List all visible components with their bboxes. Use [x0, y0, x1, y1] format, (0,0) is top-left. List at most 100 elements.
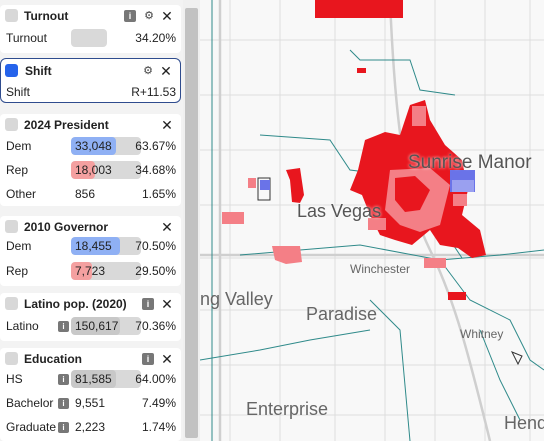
vote-pct: 63.67% [135, 139, 176, 153]
gear-icon[interactable]: ⚙ [144, 10, 154, 22]
precinct-lean-rep [453, 194, 467, 206]
president-2024-card: 2024 President ✕ Dem 33,048 63.67% Rep 1… [0, 114, 181, 206]
education-checkbox[interactable] [5, 352, 18, 365]
map-view[interactable]: Sunrise Manor Las Vegas Winchester ng Va… [200, 0, 544, 441]
info-icon[interactable]: i [58, 374, 69, 385]
turnout-value: 34.20% [135, 31, 176, 45]
vote-bar-fill [71, 262, 92, 280]
edu-bar-fill [71, 370, 116, 388]
map-label-las-vegas: Las Vegas [297, 201, 382, 221]
row-label: Dem [6, 239, 32, 253]
shift-label: Shift [6, 85, 31, 99]
vote-bar-fill [71, 237, 121, 255]
precinct-lean-rep [272, 246, 302, 264]
info-icon[interactable]: i [58, 422, 69, 433]
result-row: Graduate i 2,223 1.74% [0, 417, 181, 437]
map-canvas[interactable] [200, 0, 544, 441]
edu-pct: 1.74% [141, 420, 176, 434]
result-row: Rep 7,723 29.50% [0, 261, 181, 281]
close-icon[interactable]: ✕ [161, 117, 173, 133]
scrollbar-thumb[interactable] [185, 8, 198, 438]
latino-pop-card: Latino pop. (2020) i ✕ Latino i 150,617 … [0, 293, 181, 341]
row-label: Other [6, 187, 37, 201]
map-label-enterprise: Enterprise [246, 399, 329, 419]
map-label-sunrise-manor: Sunrise Manor [408, 152, 532, 173]
precinct-dem [260, 180, 270, 190]
latino-title: Latino pop. (2020) [24, 297, 127, 311]
president-checkbox[interactable] [5, 118, 18, 131]
edu-count: 9,551 [75, 396, 106, 410]
close-icon[interactable]: ✕ [161, 219, 173, 235]
pop-bar [71, 317, 141, 335]
close-icon[interactable]: ✕ [161, 8, 173, 24]
governor-checkbox[interactable] [5, 220, 18, 233]
panel-scrollbar[interactable] [183, 0, 200, 441]
precinct-strong-rep [357, 68, 366, 73]
row-label: Rep [6, 264, 29, 278]
map-label-paradise: Paradise [306, 304, 378, 324]
education-title: Education [24, 352, 83, 366]
shift-checkbox[interactable] [5, 64, 18, 77]
result-row: HS i 81,585 64.00% [0, 369, 181, 389]
precinct-outline [510, 351, 523, 366]
vote-count: 33,048 [75, 139, 112, 153]
vote-pct: 29.50% [135, 264, 176, 278]
result-row: Rep 18,003 34.68% [0, 160, 181, 180]
precinct-lean-rep [222, 212, 244, 224]
shift-title: Shift [25, 64, 52, 78]
edu-count: 81,585 [75, 372, 112, 386]
vote-bar [71, 161, 141, 179]
pop-count: 150,617 [75, 319, 119, 333]
vote-count: 18,003 [75, 163, 112, 177]
row-label: Dem [6, 139, 32, 153]
precinct-lean-rep [368, 218, 386, 230]
governor-2010-card: 2010 Governor ✕ Dem 18,455 70.50% Rep 7,… [0, 216, 181, 286]
close-icon[interactable]: ✕ [161, 296, 173, 312]
info-icon[interactable]: i [142, 298, 154, 310]
highways [200, 0, 544, 441]
map-label-henderson: Hend [504, 413, 544, 433]
info-icon[interactable]: i [58, 321, 69, 332]
vote-bar [71, 262, 141, 280]
precinct-lean-rep [412, 106, 426, 126]
precinct-strong-rep [395, 176, 430, 212]
turnout-checkbox[interactable] [5, 9, 18, 22]
vote-bar-fill [71, 137, 116, 155]
precinct-strong-rep [408, 128, 428, 142]
result-row: Dem 18,455 70.50% [0, 236, 181, 256]
vote-pct: 34.68% [135, 163, 176, 177]
precinct-lean-dem [452, 180, 474, 192]
row-label: Latino [6, 319, 39, 333]
president-title: 2024 President [24, 118, 109, 132]
latino-checkbox[interactable] [5, 297, 18, 310]
precinct-strong-rep [286, 168, 304, 203]
info-icon[interactable]: i [124, 10, 136, 22]
edu-bar [71, 370, 141, 388]
gear-icon[interactable]: ⚙ [143, 65, 153, 77]
layer-panel: Turnout i ⚙ ✕ Turnout 34.20% Shift ⚙ ✕ S… [0, 0, 200, 441]
turnout-bar [71, 29, 107, 47]
pop-pct: 70.36% [135, 319, 176, 333]
info-icon[interactable]: i [58, 398, 69, 409]
pop-bar-fill [71, 317, 121, 335]
close-icon[interactable]: ✕ [160, 63, 172, 79]
map-label-winchester: Winchester [350, 262, 411, 276]
precinct-strong-rep [448, 292, 466, 300]
close-icon[interactable]: ✕ [161, 351, 173, 367]
vote-bar [71, 237, 141, 255]
info-icon[interactable]: i [142, 353, 154, 365]
vote-count: 7,723 [75, 264, 106, 278]
vote-pct: 70.50% [135, 239, 176, 253]
shift-card[interactable]: Shift ⚙ ✕ Shift R+11.53 [0, 58, 181, 103]
result-row: Bachelor i 9,551 7.49% [0, 393, 181, 413]
edu-pct: 7.49% [141, 396, 176, 410]
result-row: Latino i 150,617 70.36% [0, 316, 181, 336]
row-label: Graduate [6, 420, 57, 434]
row-label: Rep [6, 163, 29, 177]
result-row: Other 856 1.65% [0, 184, 181, 204]
precinct-lean-rep [248, 178, 256, 188]
map-label-whitney: Whitney [460, 327, 504, 341]
turnout-title: Turnout [24, 9, 69, 23]
vote-pct: 1.65% [141, 187, 176, 201]
edu-count: 2,223 [75, 420, 106, 434]
